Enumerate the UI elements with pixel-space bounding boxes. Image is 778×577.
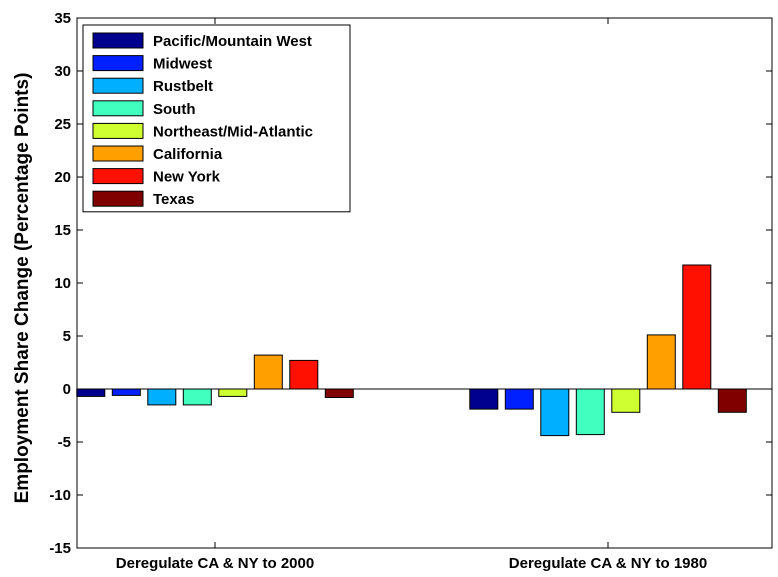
bars-layer [76,264,747,437]
bar-south-1 [182,388,212,406]
bar-new-york-2 [682,264,712,390]
y-tick-label: 0 [63,381,71,398]
y-axis-label: Employment Share Change (Percentage Poin… [12,73,33,504]
y-tick-label: 15 [54,222,71,239]
y-tick-label: -10 [49,487,71,504]
bar-california-1 [253,354,283,390]
legend-swatch [92,145,144,162]
legend-swatch [92,32,144,49]
bar-rustbelt-2 [540,388,570,437]
legend-label: Texas [153,191,194,208]
legend-label: South [153,101,196,118]
bar-california-2 [646,334,676,390]
legend-swatch [92,122,144,139]
bar-midwest-2 [504,388,534,410]
ticks-layer: -15 -10 -5 0 5 10 15 20 25 30 35 Deregulate CA & NY… [49,10,772,572]
x-tick-label: Deregulate CA & NY to 2000 [116,555,314,572]
legend-swatch [92,77,144,94]
legend-label: Midwest [153,56,212,73]
y-tick-label: 25 [54,116,71,133]
legend-swatch [92,168,144,185]
y-tick-label: 20 [54,169,71,186]
bar-northeast-mid-atlantic-1 [218,388,248,397]
legend-swatch [92,55,144,72]
y-tick-label: 30 [54,63,71,80]
legend-label: Rustbelt [153,78,213,95]
bar-pacific-mountain-west-2 [469,388,499,410]
legend-label: Pacific/Mountain West [153,33,312,50]
y-tick-label: 10 [54,275,71,292]
legend-label: California [153,146,223,163]
bar-texas-2 [717,388,747,413]
y-tick-label: -5 [58,434,71,451]
legend-swatch [92,100,144,117]
y-tick-label: 35 [54,10,71,27]
y-tick-label: 5 [63,328,71,345]
bar-new-york-1 [289,359,319,390]
bar-rustbelt-1 [147,388,177,406]
legend-swatch [92,190,144,207]
legend-label: Northeast/Mid-Atlantic [153,123,313,140]
legend: Pacific/Mountain West Midwest Rustbelt Sout… [82,24,351,213]
bar-northeast-mid-atlantic-2 [611,388,641,413]
x-tick-label: Deregulate CA & NY to 1980 [509,555,707,572]
bar-pacific-mountain-west-1 [76,388,106,397]
bar-south-2 [575,388,605,436]
bar-midwest-1 [111,388,141,396]
legend-label: New York [153,169,221,186]
y-tick-label: -15 [49,540,71,557]
bar-texas-1 [324,388,354,398]
